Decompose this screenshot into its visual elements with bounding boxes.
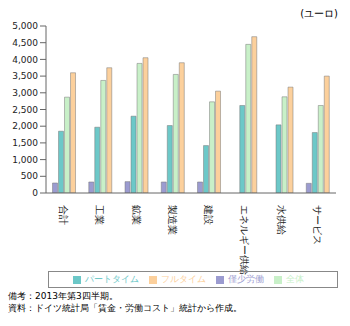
svg-text:3,000: 3,000 bbox=[12, 88, 38, 98]
svg-text:4,500: 4,500 bbox=[12, 38, 38, 48]
svg-text:1,000: 1,000 bbox=[12, 155, 38, 165]
svg-text:建設: 建設 bbox=[203, 204, 214, 225]
svg-text:1,500: 1,500 bbox=[12, 138, 38, 148]
html-text:(ユーロ): (ユーロ) bbox=[300, 8, 338, 19]
svg-text:鉱業: 鉱業 bbox=[131, 205, 142, 225]
html-text:僅少労働: 僅少労働 bbox=[227, 274, 264, 284]
svg-text:0: 0 bbox=[32, 188, 38, 198]
html-text:備考：2013年第3四半期。: 備考：2013年第3四半期。 bbox=[8, 291, 118, 301]
html-text:資料：ドイツ統計局「賃金・労働コスト」統計から作成。: 資料：ドイツ統計局「賃金・労働コスト」統計から作成。 bbox=[8, 303, 242, 313]
html-text:パートタイム: パートタイム bbox=[84, 274, 139, 284]
svg-text:エネルギー供給: エネルギー供給 bbox=[239, 205, 250, 275]
svg-text:2,500: 2,500 bbox=[12, 105, 38, 115]
svg-text:3,500: 3,500 bbox=[12, 71, 38, 81]
svg-text:水供給: 水供給 bbox=[276, 205, 287, 235]
svg-text:2,000: 2,000 bbox=[12, 121, 38, 131]
html-text:フルタイム: フルタイム bbox=[160, 274, 206, 284]
html-text:全体: 全体 bbox=[285, 274, 304, 284]
svg-text:製造業: 製造業 bbox=[167, 205, 178, 235]
svg-text:4,000: 4,000 bbox=[12, 55, 38, 65]
svg-text:500: 500 bbox=[21, 171, 38, 181]
svg-text:工業: 工業 bbox=[94, 205, 105, 225]
svg-text:合計: 合計 bbox=[58, 205, 69, 225]
svg-text:5,000: 5,000 bbox=[12, 21, 38, 31]
svg-text:サービス: サービス bbox=[312, 205, 323, 245]
